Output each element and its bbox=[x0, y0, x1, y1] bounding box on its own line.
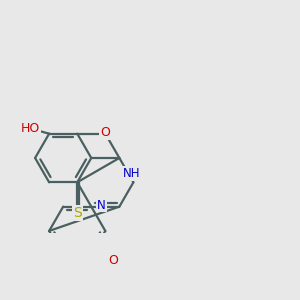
Text: HO: HO bbox=[20, 122, 40, 135]
Text: NH: NH bbox=[123, 167, 141, 180]
Text: O: O bbox=[109, 254, 118, 267]
Text: O: O bbox=[100, 126, 110, 139]
Text: N: N bbox=[97, 199, 106, 212]
Text: S: S bbox=[73, 206, 82, 220]
